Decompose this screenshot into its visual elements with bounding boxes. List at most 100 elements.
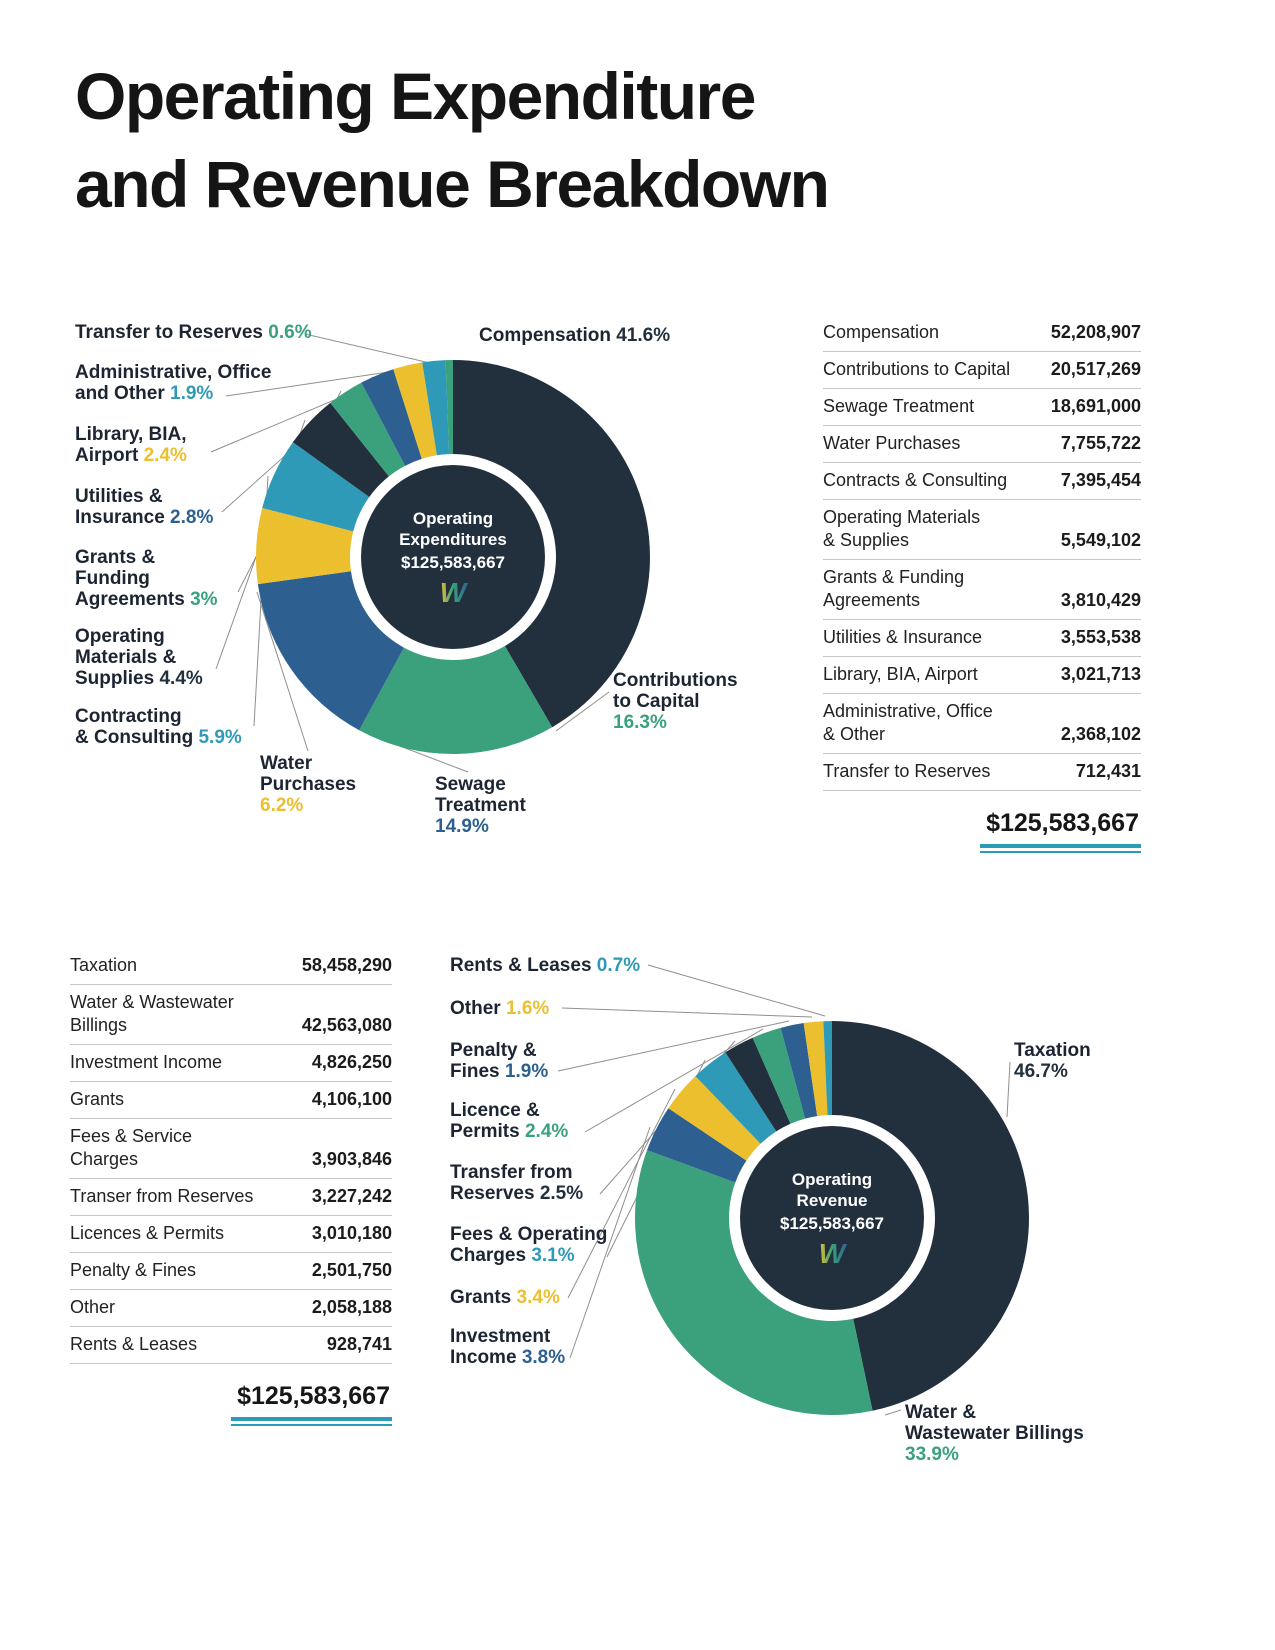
slice-penalty-fines: [780, 1023, 818, 1119]
table-row: Taxation 58,458,290: [70, 948, 392, 985]
callout-label: Grants & Funding Agreements: [75, 547, 185, 610]
slice-taxation: [832, 1021, 1029, 1411]
table-row: Library, BIA, Airport 3,021,713: [823, 657, 1141, 694]
callout-percent: 3.4%: [516, 1287, 560, 1308]
row-label: Grants & Funding Agreements: [823, 567, 965, 610]
table-row: Grants 4,106,100: [70, 1082, 392, 1119]
total-value: $125,583,667: [980, 809, 1141, 848]
callout-label: Other: [450, 998, 501, 1019]
callout-grants: Grants 3.4%: [450, 1287, 560, 1308]
slice-licence-permits: [752, 1027, 806, 1124]
callout-label: Utilities & Insurance: [75, 486, 165, 528]
callout-percent: 5.9%: [198, 727, 242, 748]
svg-text:W: W: [440, 579, 469, 607]
callout-label: Taxation: [1014, 1040, 1091, 1061]
slice-grants-funding-agreements: [330, 382, 406, 477]
callout-label: Licence & Permits: [450, 1100, 540, 1142]
table-row: Sewage Treatment 18,691,000: [823, 389, 1141, 426]
slice-contributions-to-capital: [359, 645, 553, 755]
callout-administrative-office-and-other: Administrative, Office and Other 1.9%: [75, 362, 271, 404]
slice-water-wastewater-billings: [635, 1150, 873, 1415]
row-label: Grants: [70, 1089, 125, 1109]
w-logo-icon: W: [819, 1240, 848, 1268]
callout-label: Investment Income: [450, 1326, 551, 1368]
donut-center-label: Operating Revenue: [791, 1169, 873, 1210]
slice-transfer-from-reserves: [725, 1037, 791, 1132]
row-value: 4,106,100: [311, 1089, 392, 1109]
row-value: 2,501,750: [311, 1260, 392, 1280]
row-label: Licences & Permits: [70, 1223, 225, 1243]
callout-percent: 16.3%: [613, 712, 667, 733]
callout-percent: 2.5%: [539, 1183, 584, 1204]
row-label: Water & Wastewater Billings: [70, 992, 234, 1035]
callout-fees-operating-charges: Fees & Operating Charges 3.1%: [450, 1224, 607, 1266]
row-label: Library, BIA, Airport: [823, 664, 978, 684]
table-row: Transer from Reserves 3,227,242: [70, 1179, 392, 1216]
row-label: Fees & Service Charges: [70, 1126, 193, 1169]
callout-percent: 1.9%: [504, 1061, 549, 1082]
callout-percent: 3.1%: [531, 1245, 575, 1266]
row-label: Taxation: [70, 955, 138, 975]
callout-percent: 46.7%: [1014, 1061, 1068, 1082]
callout-percent: 3.8%: [521, 1347, 566, 1368]
row-value: 58,458,290: [301, 955, 392, 975]
row-label: Water Purchases: [823, 433, 961, 453]
row-value: 7,755,722: [1060, 433, 1141, 453]
table-row: Rents & Leases 928,741: [70, 1327, 392, 1364]
callout-percent: 4.4%: [159, 668, 203, 689]
row-value: 42,563,080: [301, 1015, 392, 1035]
callout-water-wastewater-billings: Water & Wastewater Billings 33.9%: [905, 1402, 1084, 1465]
row-label: Investment Income: [70, 1052, 223, 1072]
row-label: Other: [70, 1297, 116, 1317]
callout-label: Penalty & Fines: [450, 1040, 537, 1082]
table-row: Contracts & Consulting 7,395,454: [823, 463, 1141, 500]
callout-label: Fees & Operating Charges: [450, 1224, 608, 1266]
slice-library-bia-airport: [393, 362, 437, 459]
callout-percent: 0.6%: [268, 322, 312, 343]
slice-other: [803, 1021, 828, 1117]
table-row: Other 2,058,188: [70, 1290, 392, 1327]
table-row: Operating Materials & Supplies 5,549,102: [823, 500, 1141, 560]
callout-label: Sewage Treatment: [435, 774, 526, 816]
slice-water-purchases: [256, 508, 354, 585]
callout-label: Operating Materials & Supplies: [75, 626, 177, 689]
table-row: Investment Income 4,826,250: [70, 1045, 392, 1082]
table-row: Penalty & Fines 2,501,750: [70, 1253, 392, 1290]
callout-investment-income: Investment Income 3.8%: [450, 1326, 565, 1368]
slice-grants: [668, 1076, 761, 1161]
callout-label: Contracting & Consulting: [75, 706, 194, 748]
row-value: 3,810,429: [1060, 590, 1141, 610]
callout-label: Transfer from Reserves: [450, 1162, 573, 1204]
revenue-total: $125,583,667: [70, 1370, 392, 1426]
expenditures-donut-chart: [256, 360, 650, 755]
callout-water-purchases: Water Purchases 6.2%: [260, 753, 356, 816]
row-value: 3,021,713: [1060, 664, 1141, 684]
callout-label: Library, BIA, Airport: [75, 424, 187, 466]
row-value: 2,058,188: [311, 1297, 392, 1317]
callout-percent: 2.4%: [524, 1121, 569, 1142]
callout-percent: 14.9%: [435, 816, 489, 837]
table-row: Water & Wastewater Billings 42,563,080: [70, 985, 392, 1045]
row-value: 3,227,242: [311, 1186, 392, 1206]
callout-percent: 1.6%: [505, 998, 550, 1019]
row-label: Penalty & Fines: [70, 1260, 197, 1280]
callout-label: Transfer to Reserves: [75, 322, 263, 343]
row-label: Compensation: [823, 322, 940, 342]
expenditures-total: $125,583,667: [823, 797, 1141, 853]
slice-utilities-insurance: [361, 369, 422, 466]
callout-label: Rents & Leases: [450, 955, 592, 976]
table-row: Water Purchases 7,755,722: [823, 426, 1141, 463]
row-label: Operating Materials & Supplies: [823, 507, 981, 550]
callout-transfer-to-reserves: Transfer to Reserves 0.6%: [75, 322, 312, 343]
callout-percent: 1.9%: [170, 383, 214, 404]
callout-contributions-to-capital: Contributions to Capital 16.3%: [613, 670, 738, 733]
row-value: 3,010,180: [311, 1223, 392, 1243]
callout-label: Grants: [450, 1287, 512, 1308]
page-title: Operating Expenditure and Revenue Breakd…: [75, 59, 830, 221]
callout-operating-materials-supplies: Operating Materials & Supplies 4.4%: [75, 626, 203, 689]
row-value: 18,691,000: [1050, 396, 1141, 416]
callout-percent: 2.4%: [143, 445, 187, 466]
callout-utilities-insurance: Utilities & Insurance 2.8%: [75, 486, 213, 528]
revenue-donut-center: Operating Revenue $125,583,667 W: [740, 1126, 924, 1310]
